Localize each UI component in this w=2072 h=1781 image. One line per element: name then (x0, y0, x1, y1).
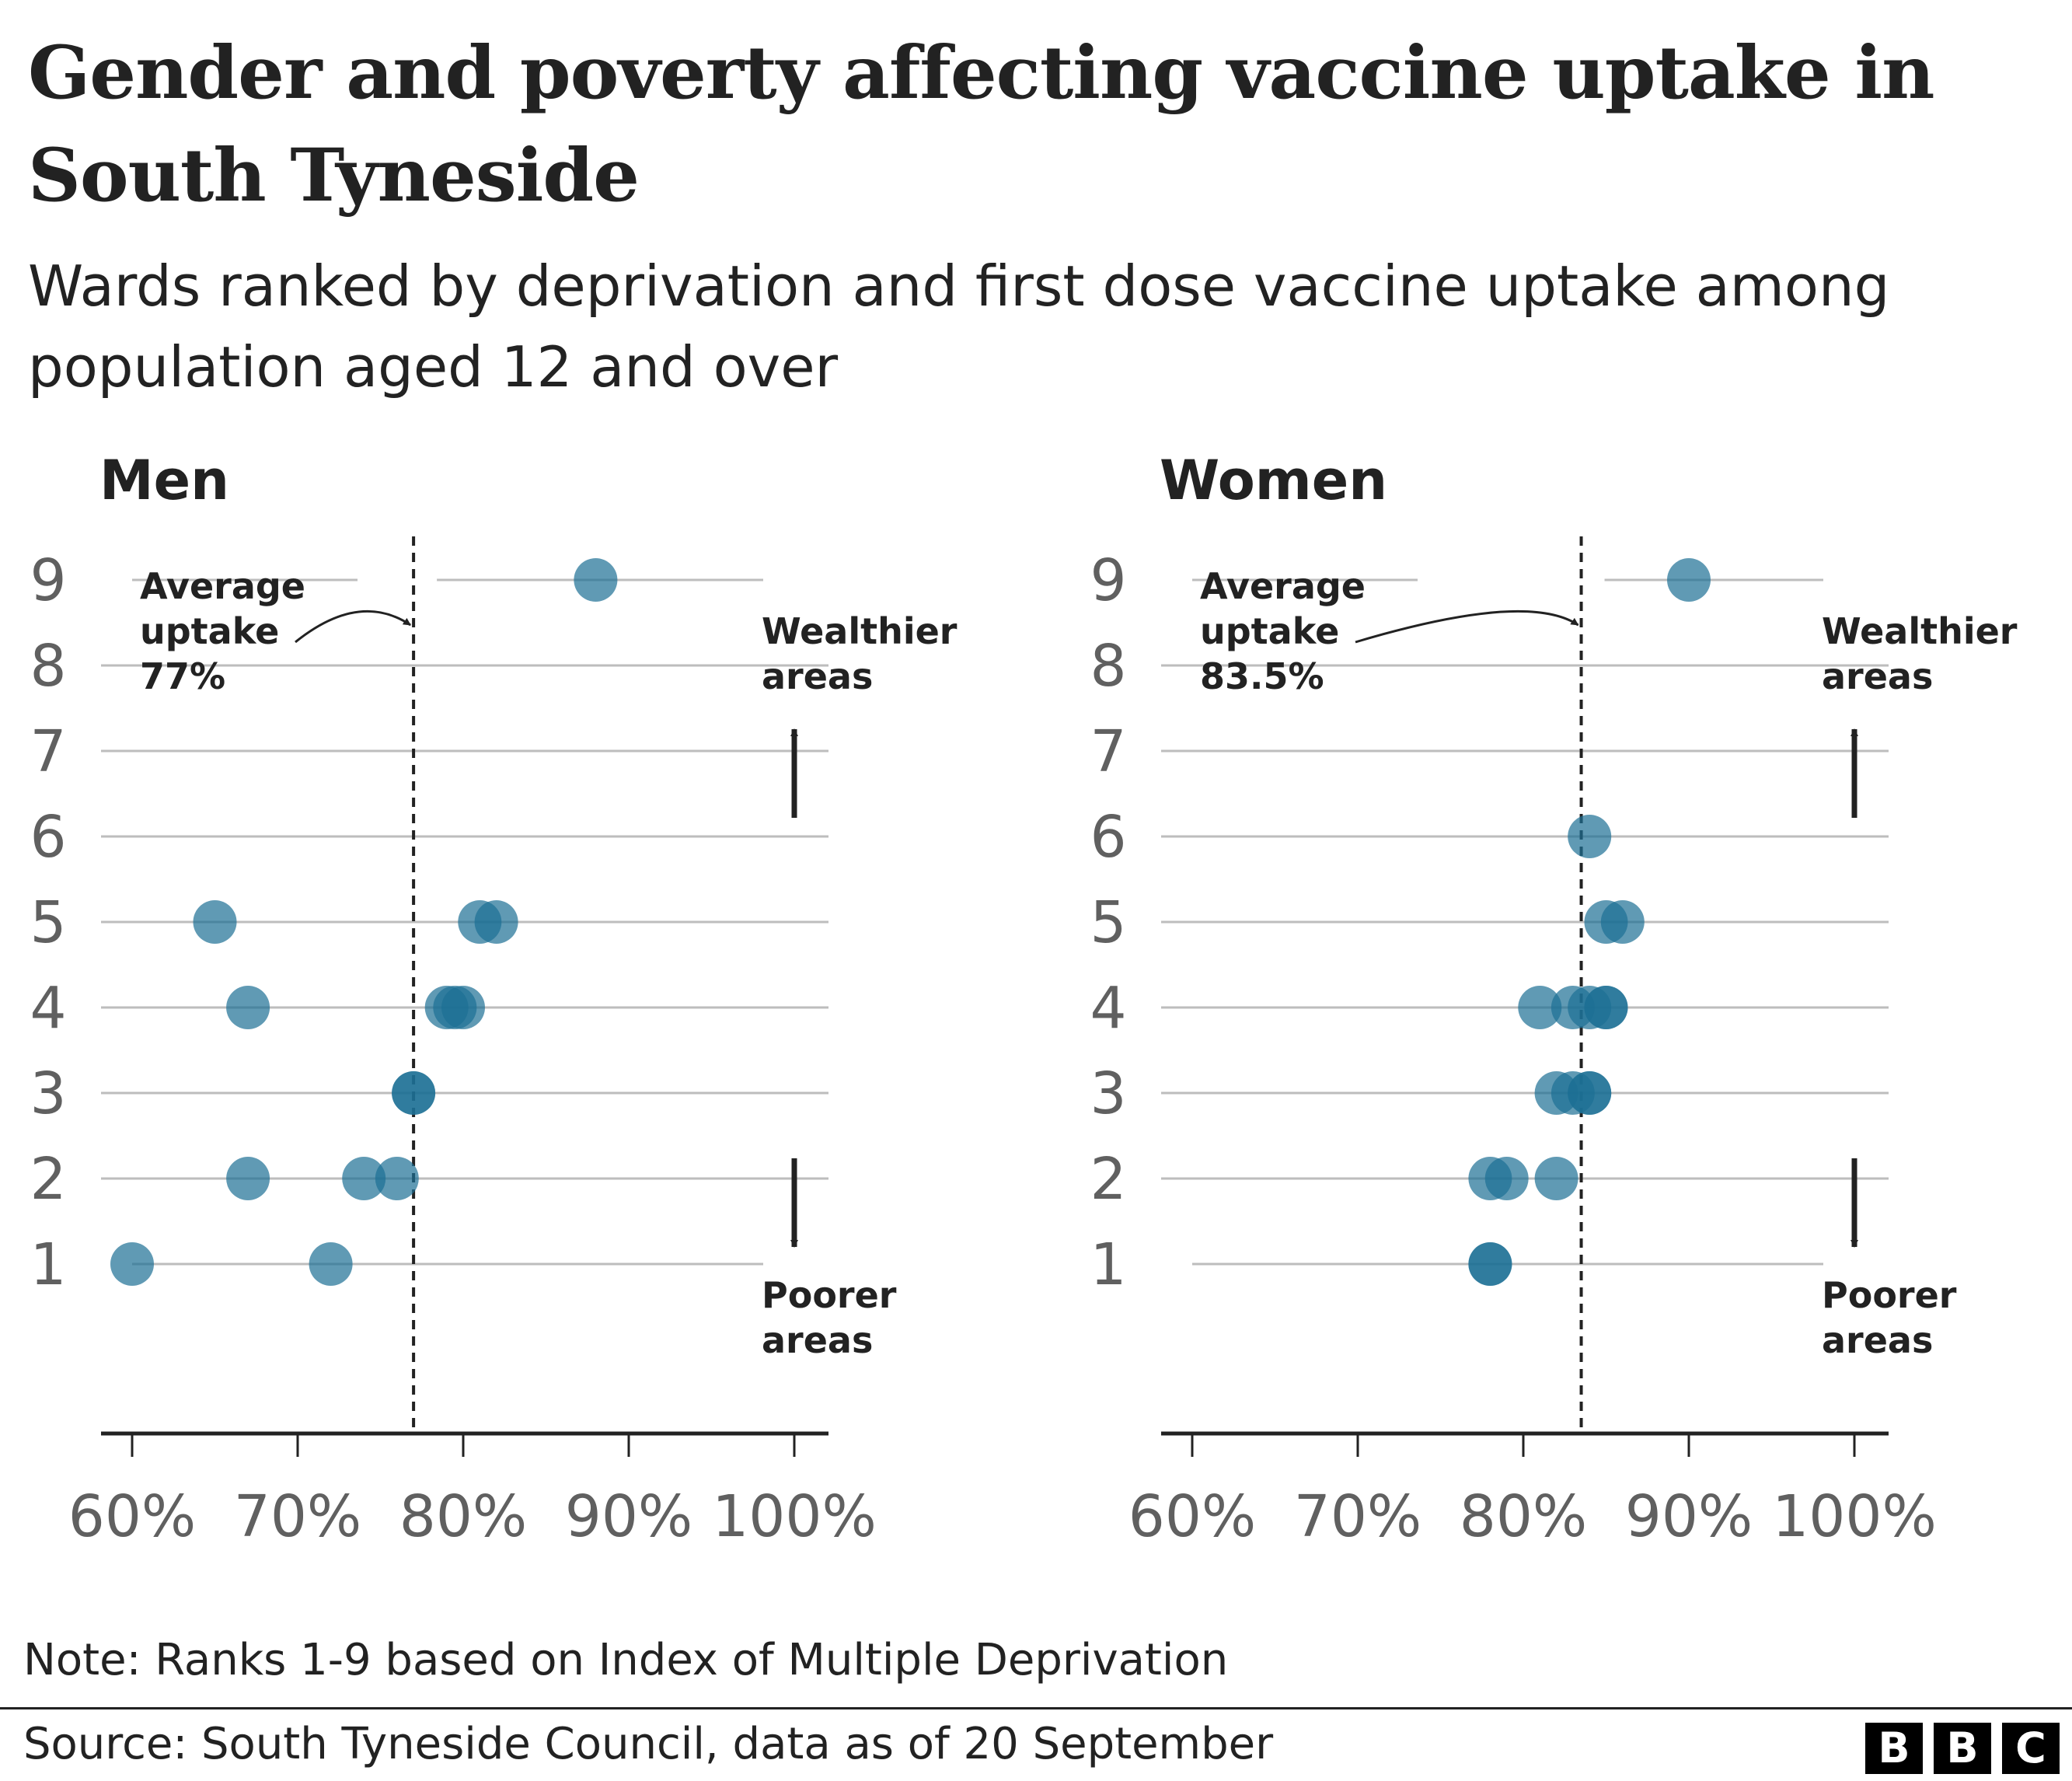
y-tick-label: 3 (30, 1060, 66, 1127)
x-tick-label: 80% (1460, 1483, 1587, 1550)
y-tick-label: 2 (1090, 1146, 1126, 1213)
note-text: Note: Ranks 1-9 based on Index of Multip… (23, 1635, 1229, 1685)
x-tick-label: 70% (1294, 1483, 1421, 1550)
men-panel: Men 1 2 3 4 5 6 7 8 9 60% 70% 80% 90% 100% Averageuptak… (30, 449, 957, 1550)
x-tick-label: 90% (565, 1483, 692, 1550)
panel-title: Women (1160, 449, 1387, 512)
y-tick-label: 6 (1090, 804, 1126, 871)
poorer-label: areas (762, 1319, 873, 1361)
data-point (1568, 1071, 1612, 1115)
y-tick-label: 9 (30, 547, 66, 614)
wealthier-label: areas (762, 655, 873, 697)
y-tick-label: 9 (1090, 547, 1126, 614)
data-point (1468, 1242, 1512, 1286)
data-point (342, 1157, 386, 1200)
data-point (474, 900, 518, 944)
y-tick-label: 8 (1090, 633, 1126, 700)
y-tick-label: 4 (1090, 975, 1126, 1042)
x-tick-label: 100% (712, 1483, 877, 1550)
x-tick-label: 60% (1128, 1483, 1256, 1550)
data-point (1600, 900, 1645, 944)
data-point (1584, 986, 1628, 1029)
bbc-logo-letter: B (1865, 1723, 1923, 1774)
x-tick-label: 90% (1625, 1483, 1753, 1550)
x-tick-label: 60% (68, 1483, 196, 1550)
women-panel: Women 1 2 3 4 5 6 7 8 9 60% 70% 80% 90% 100% Averageupt… (1090, 449, 2017, 1550)
data-point (392, 1071, 436, 1115)
y-tick-label: 6 (30, 804, 66, 871)
bbc-logo-letter: C (2002, 1723, 2060, 1774)
data-point (574, 558, 618, 602)
wealthier-label: areas (1822, 655, 1933, 697)
data-point (375, 1157, 419, 1200)
x-tick-label: 80% (399, 1483, 527, 1550)
y-tick-label: 7 (30, 718, 66, 785)
footer-divider (0, 1707, 2072, 1709)
y-tick-label: 1 (1090, 1231, 1126, 1298)
data-point (226, 986, 270, 1029)
x-tick-label: 100% (1772, 1483, 1937, 1550)
y-tick-label: 5 (30, 889, 66, 956)
average-label: Average (140, 565, 305, 607)
data-point (226, 1157, 270, 1200)
data-point (1518, 986, 1562, 1029)
x-tick-label: 70% (234, 1483, 361, 1550)
wealthier-label: Wealthier (1822, 610, 2018, 652)
chart-subtitle: Wards ranked by deprivation and first do… (28, 253, 1890, 400)
data-point (1568, 815, 1612, 858)
data-point (193, 900, 237, 944)
wealthier-label: Wealthier (762, 610, 958, 652)
bbc-logo: B B C (1865, 1723, 2060, 1774)
average-arrow (295, 609, 411, 644)
y-tick-label: 1 (30, 1231, 66, 1298)
average-arrow (1355, 609, 1579, 644)
chart-title: Gender and poverty affecting vaccine upt… (28, 30, 1934, 218)
data-point (441, 986, 485, 1029)
panel-title: Men (99, 449, 229, 512)
average-label: Average (1200, 565, 1366, 607)
average-label: 83.5% (1200, 655, 1324, 697)
poorer-label: areas (1822, 1319, 1933, 1361)
average-label: uptake (1200, 610, 1339, 652)
poorer-label: Poorer (762, 1274, 897, 1316)
source-text: Source: South Tyneside Council, data as … (23, 1719, 1274, 1769)
y-tick-label: 5 (1090, 889, 1126, 956)
poorer-label: Poorer (1822, 1274, 1957, 1316)
average-label: 77% (140, 655, 225, 697)
y-tick-label: 8 (30, 633, 66, 700)
y-tick-label: 4 (30, 975, 66, 1042)
y-tick-label: 3 (1090, 1060, 1126, 1127)
data-point (1484, 1157, 1529, 1200)
data-point (309, 1242, 353, 1286)
average-label: uptake (140, 610, 279, 652)
data-point (1534, 1157, 1578, 1200)
bbc-logo-letter: B (1934, 1723, 1991, 1774)
y-tick-label: 7 (1090, 718, 1126, 785)
y-tick-label: 2 (30, 1146, 66, 1213)
data-point (110, 1242, 154, 1286)
data-point (1667, 558, 1711, 602)
